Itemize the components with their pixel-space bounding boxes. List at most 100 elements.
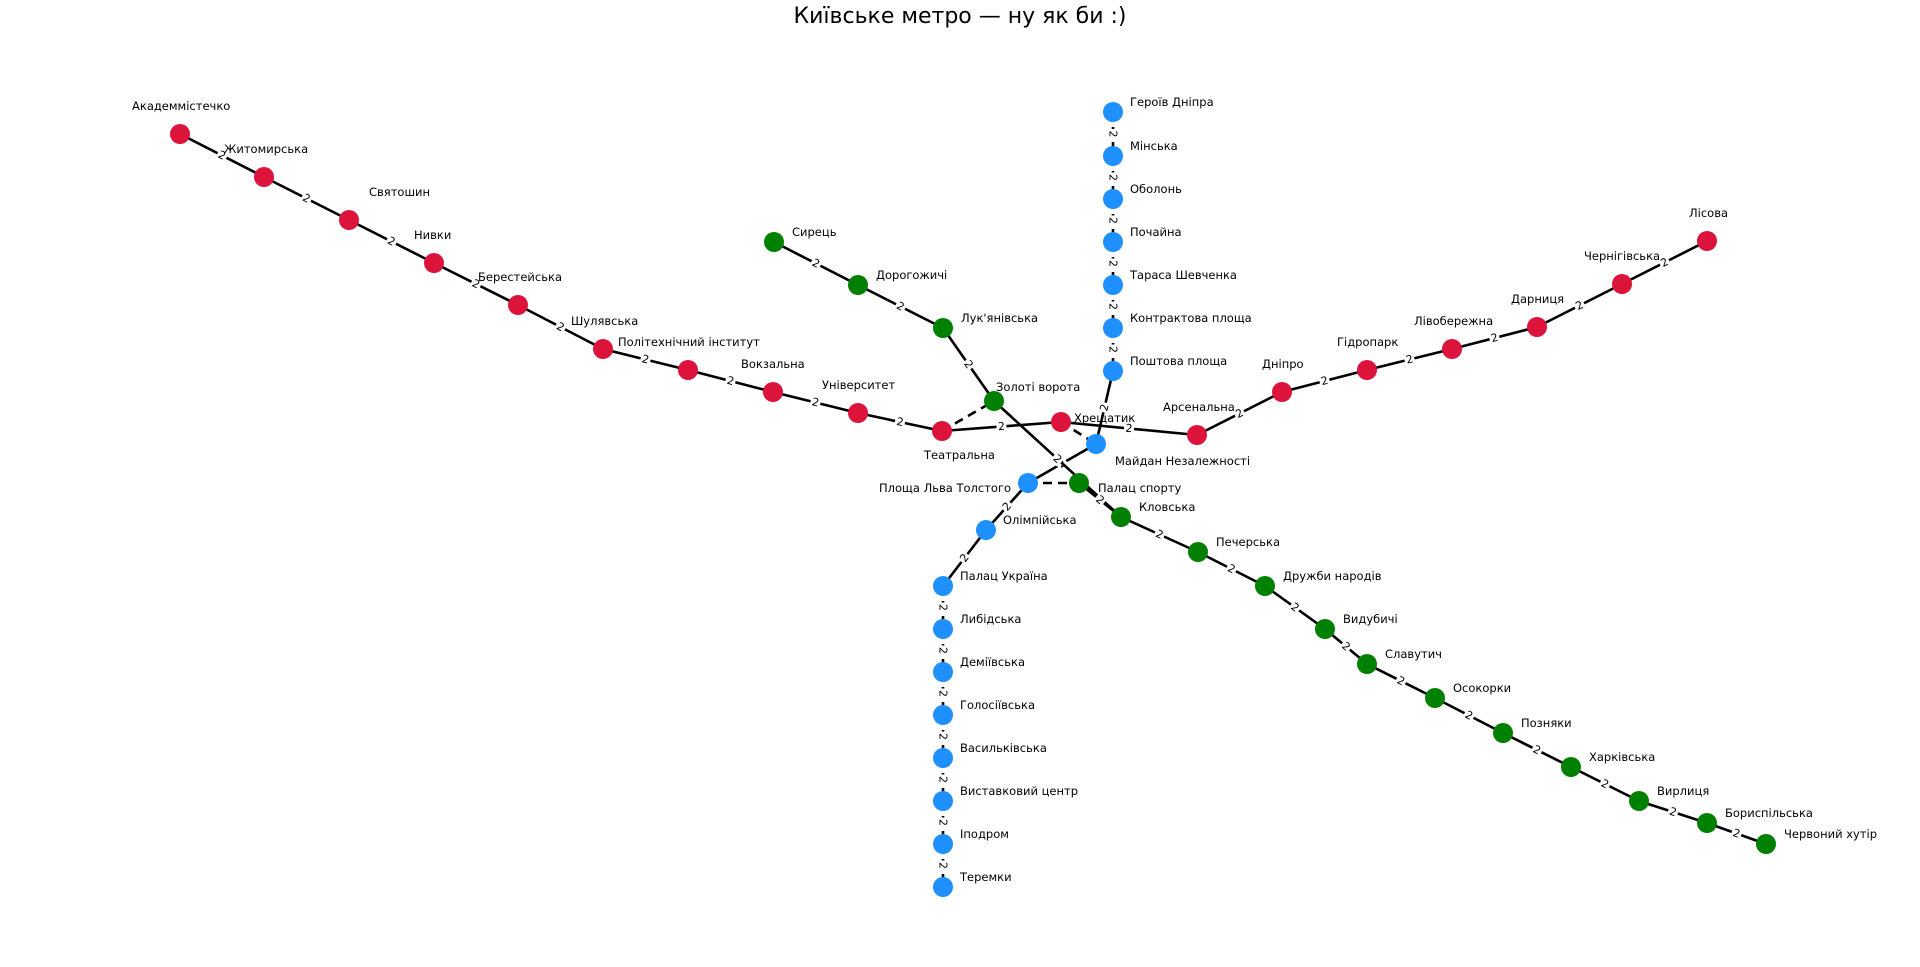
edge-weight-bg [1318, 373, 1331, 389]
edge-weight-bg [937, 774, 949, 785]
edge-weight-bg [1666, 804, 1680, 820]
station-label-shul: Шулявська [571, 314, 638, 328]
station-label-hero: Героїв Дніпра [1130, 95, 1214, 109]
edge-weight-label: 2 [1107, 131, 1120, 138]
edge-weight-label: 2 [1125, 422, 1133, 436]
station-label-liso: Лісова [1689, 206, 1728, 220]
edge-weight-label: 2 [1107, 346, 1120, 353]
edge-weight-bg [996, 420, 1007, 433]
station-node-khar [1561, 757, 1581, 777]
station-label-dnip: Дніпро [1262, 357, 1304, 371]
edge-weight-bg [1107, 258, 1119, 269]
station-node-khre [1051, 412, 1071, 432]
edge-weight-bg [893, 415, 907, 429]
station-node-bere [508, 295, 528, 315]
station-label-mins: Мінська [1130, 139, 1178, 153]
nodes-layer [170, 102, 1776, 897]
station-label-syre: Сирець [792, 225, 837, 239]
edge-weight-bg [384, 233, 399, 250]
station-node-akad [170, 124, 190, 144]
station-node-cher [1612, 274, 1632, 294]
edge-weight-label: 2 [937, 647, 950, 654]
station-label-palu: Палац Україна [960, 569, 1048, 583]
station-label-bere: Берестейська [478, 270, 562, 284]
edge-weight-bg [1572, 297, 1587, 314]
station-label-hidr: Гідропарк [1337, 335, 1398, 349]
station-node-vokz [763, 382, 783, 402]
station-label-akad: Академмістечко [132, 99, 230, 113]
edge-weight-label: 2 [937, 819, 950, 826]
edge-weight-bg [1461, 707, 1477, 724]
station-label-slav: Славутич [1385, 647, 1442, 661]
station-node-livo [1442, 339, 1462, 359]
station-label-tara: Тараса Шевченка [1129, 268, 1237, 282]
edge-weight-bg [1403, 352, 1416, 367]
station-node-pech [1188, 542, 1208, 562]
station-label-vyrl: Вирлиця [1657, 784, 1709, 798]
edge-weight-bg [937, 602, 949, 613]
edge-weight-bg [809, 395, 822, 410]
edge-weight-bg [999, 498, 1015, 515]
edge-weight-label: 2 [937, 690, 950, 697]
station-label-poch: Почайна [1130, 225, 1182, 239]
edge-weight-bg [468, 276, 484, 292]
edge-weight-label: 2 [1731, 826, 1742, 841]
station-node-tere [933, 877, 953, 897]
station-node-arse [1187, 425, 1207, 445]
station-node-obol [1103, 189, 1123, 209]
station-node-slav [1357, 654, 1377, 674]
edge-weight-label: 2 [1405, 352, 1415, 366]
station-label-lybi: Либідська [960, 612, 1021, 626]
edge-weight-label: 2 [1319, 374, 1329, 388]
edge-weight-bg [937, 688, 949, 699]
edge-weight-bg [1287, 599, 1303, 616]
edge-weight-bg [1107, 344, 1119, 355]
station-label-vokz: Вокзальна [741, 357, 805, 371]
station-label-demi: Деміївська [960, 655, 1025, 669]
station-node-teat [932, 421, 952, 441]
station-label-nyvk: Нивки [414, 228, 451, 242]
station-node-lybi [933, 619, 953, 639]
edge-weight-bg [639, 352, 652, 367]
station-node-poli [678, 360, 698, 380]
station-node-nyvk [424, 253, 444, 273]
station-label-vydu: Видубичі [1343, 612, 1398, 626]
edge-weight-label: 2 [937, 776, 950, 783]
station-node-plts [1018, 473, 1038, 493]
labels-layer: Академмістечко Житомирська Святошин Нивки Бе… [132, 95, 1877, 884]
edge-weight-bg [937, 731, 949, 742]
edge-weight-bg [1049, 451, 1066, 467]
station-node-liso [1697, 231, 1717, 251]
station-label-khre: Хрещатик [1074, 411, 1135, 425]
station-label-tere: Теремки [959, 870, 1012, 884]
station-node-demi [933, 662, 953, 682]
station-label-darn: Дарниця [1511, 292, 1564, 306]
station-label-vyst: Виставковий центр [960, 784, 1078, 798]
station-node-darn [1527, 317, 1547, 337]
station-label-pals: Палац спорту [1098, 481, 1181, 495]
edge-weight-bg [808, 255, 824, 272]
station-node-pals [1069, 473, 1089, 493]
station-node-palu [933, 576, 953, 596]
station-node-holo [933, 705, 953, 725]
edge-weight-bg [960, 356, 977, 373]
station-node-tara [1103, 275, 1123, 295]
station-node-zhyt [254, 167, 274, 187]
edge-weight-label: 2 [1107, 260, 1120, 267]
edge-weight-bg [1488, 330, 1501, 346]
station-node-bory [1697, 813, 1717, 833]
edge-weight-bg [1597, 776, 1613, 792]
station-node-hidr [1357, 360, 1377, 380]
edge-weight-bg [724, 373, 737, 389]
station-node-vydu [1315, 619, 1335, 639]
station-label-svia: Святошин [369, 185, 430, 199]
edge-weight-label: 2 [895, 415, 905, 429]
edge-weight-bg [956, 550, 973, 566]
station-node-posh [1103, 361, 1123, 381]
station-label-zhyt: Житомирська [224, 142, 308, 156]
edge-weight-bg [1107, 129, 1119, 139]
edge-weight-bg [1152, 526, 1167, 543]
edge-weight-bg [1657, 254, 1672, 271]
station-label-olim: Олімпійська [1003, 513, 1077, 527]
